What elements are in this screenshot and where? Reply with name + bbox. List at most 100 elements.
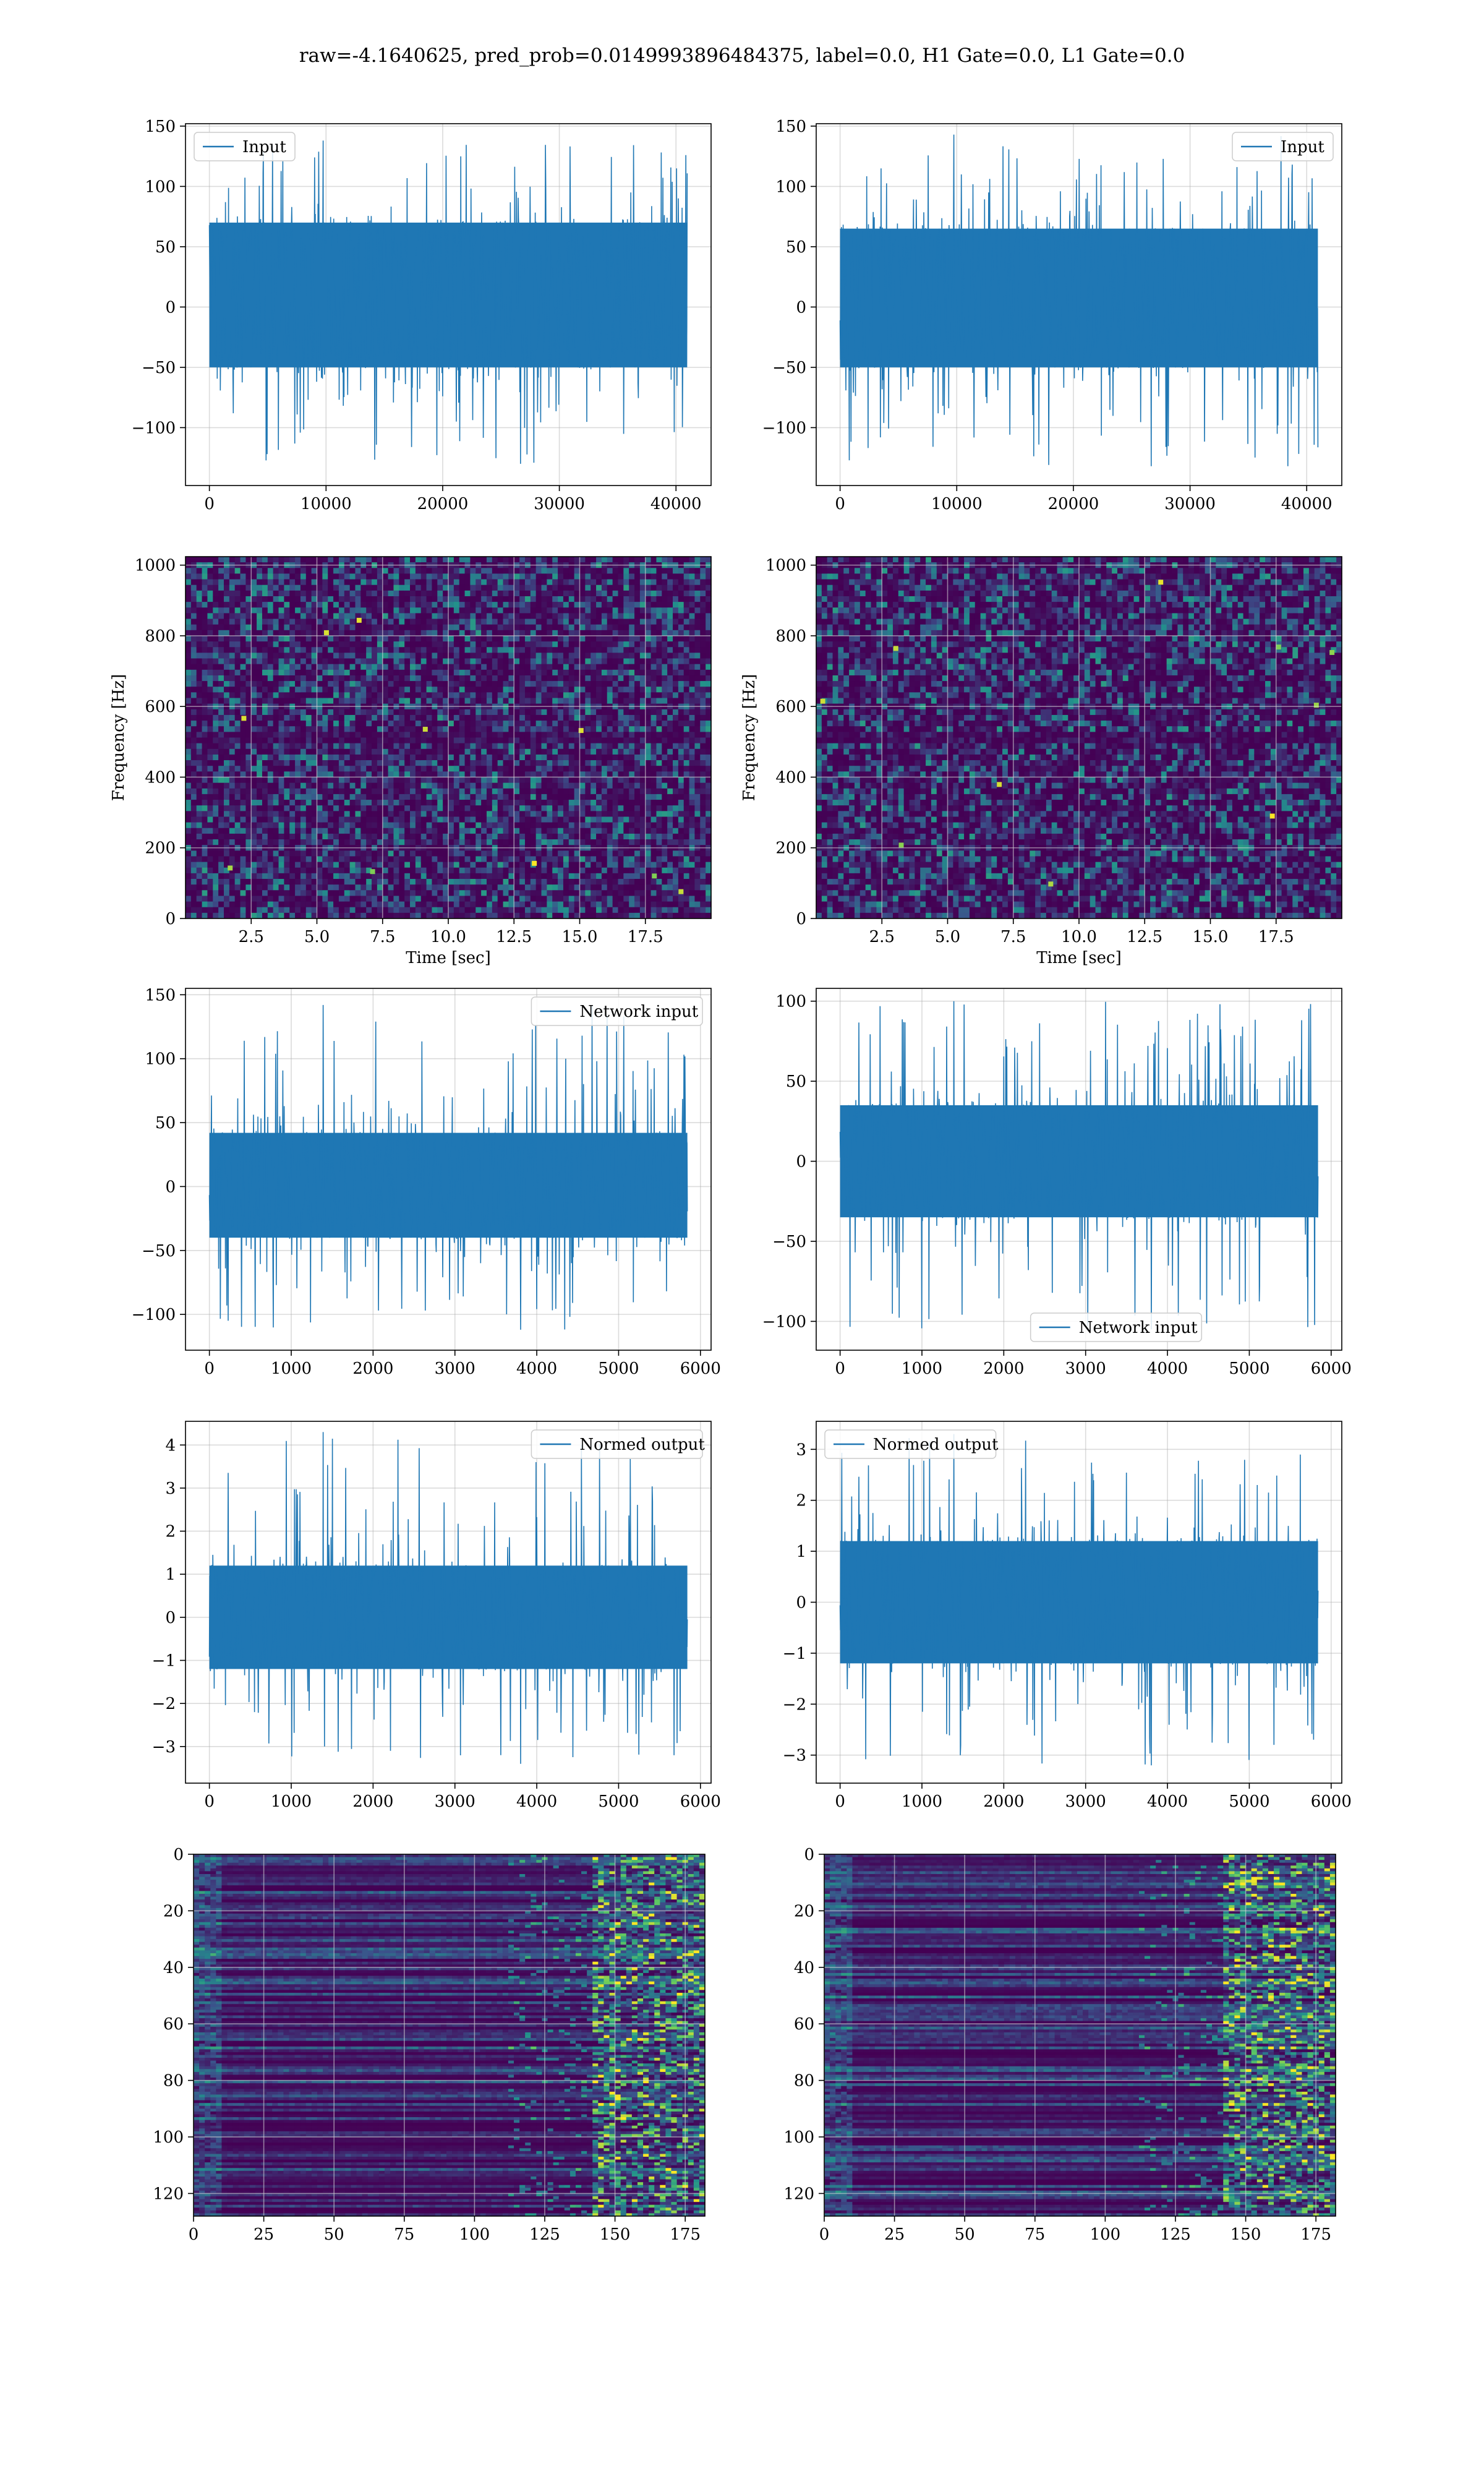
- heatmap-cell: [289, 867, 296, 874]
- heatmap-cell: [568, 788, 575, 795]
- heatmap-cell: [514, 641, 520, 648]
- heatmap-cell: [245, 658, 252, 665]
- heatmap-cell: [218, 748, 224, 755]
- heatmap-cell: [404, 675, 411, 682]
- heatmap-cell: [541, 754, 547, 761]
- heatmap-cell: [202, 839, 208, 845]
- heatmap-cell: [470, 602, 476, 608]
- heatmap-cell: [432, 584, 438, 591]
- heatmap-cell: [437, 907, 443, 914]
- heatmap-cell: [333, 635, 339, 642]
- heatmap-cell: [492, 862, 498, 868]
- heatmap-cell: [497, 709, 504, 716]
- heatmap-cell: [273, 653, 279, 659]
- heatmap-cell: [322, 822, 328, 829]
- heatmap-cell: [344, 833, 351, 840]
- heatmap-cell: [432, 833, 438, 840]
- heatmap-cell: [415, 584, 422, 591]
- heatmap-cell: [207, 805, 213, 811]
- heatmap-cell: [207, 777, 213, 784]
- heatmap-cell: [223, 596, 230, 602]
- heatmap-cell: [591, 907, 597, 914]
- heatmap-cell: [574, 907, 581, 914]
- heatmap-cell: [202, 669, 208, 676]
- heatmap-cell: [267, 641, 274, 648]
- heatmap-cell: [186, 698, 192, 704]
- heatmap-cell: [377, 879, 383, 885]
- heatmap-cell: [596, 732, 602, 738]
- heatmap-cell: [267, 664, 274, 670]
- heatmap-cell: [284, 771, 290, 778]
- heatmap-cell: [547, 867, 553, 874]
- heatmap-cell: [234, 800, 241, 806]
- heatmap-cell: [311, 856, 318, 863]
- heatmap-cell: [284, 907, 290, 914]
- heatmap-cell: [475, 613, 482, 620]
- heatmap-cell: [202, 613, 208, 620]
- heatmap-cell: [300, 901, 307, 908]
- heatmap-cell: [355, 822, 361, 829]
- heatmap-cell: [190, 675, 197, 682]
- heatmap-cell: [470, 737, 476, 744]
- heatmap-cell: [492, 732, 498, 738]
- heatmap-cell: [601, 653, 608, 659]
- heatmap-cell: [514, 584, 520, 591]
- heatmap-cell: [420, 737, 427, 744]
- heatmap-cell: [393, 568, 399, 575]
- heatmap-cell: [404, 811, 411, 818]
- heatmap-cell: [388, 726, 394, 732]
- heatmap-cell: [223, 732, 230, 738]
- heatmap-cell: [273, 873, 279, 880]
- heatmap-cell: [530, 743, 537, 750]
- heatmap-cell: [497, 664, 504, 670]
- heatmap-cell: [333, 828, 339, 834]
- heatmap-cell: [420, 782, 427, 789]
- heatmap-cell: [262, 867, 268, 874]
- heatmap-cell: [579, 856, 586, 863]
- heatmap-cell: [284, 743, 290, 750]
- heatmap-cell: [541, 681, 547, 687]
- heatmap-cell: [399, 794, 405, 800]
- heatmap-cell: [267, 743, 274, 750]
- heatmap-cell: [503, 805, 509, 811]
- heatmap-cell: [262, 907, 268, 914]
- heatmap-cell: [190, 579, 197, 586]
- heatmap-cell: [360, 884, 367, 891]
- heatmap-cell: [415, 839, 422, 845]
- heatmap-cell: [218, 732, 224, 738]
- heatmap-cell: [295, 743, 301, 750]
- heatmap-cell: [366, 782, 372, 789]
- heatmap-cell: [399, 907, 405, 914]
- heatmap-cell: [213, 624, 219, 631]
- heatmap-cell: [202, 568, 208, 575]
- heatmap-cell: [229, 805, 236, 811]
- heatmap-cell: [295, 771, 301, 778]
- heatmap-cell: [273, 709, 279, 716]
- heatmap-cell: [541, 568, 547, 575]
- heatmap-cell: [289, 794, 296, 800]
- heatmap-cell: [333, 794, 339, 800]
- heatmap-cell: [481, 856, 487, 863]
- heatmap-cell: [349, 777, 356, 784]
- heatmap-cell: [251, 602, 257, 608]
- heatmap-cell: [552, 658, 558, 665]
- heatmap-cell: [295, 721, 301, 727]
- heatmap-cell: [432, 641, 438, 648]
- heatmap-cell: [448, 630, 454, 636]
- heatmap-cell: [366, 698, 372, 704]
- heatmap-cell: [333, 579, 339, 586]
- heatmap-cell: [273, 596, 279, 602]
- heatmap-cell: [432, 596, 438, 602]
- heatmap-cell: [234, 811, 241, 818]
- heatmap-cell: [213, 607, 219, 614]
- heatmap-cell: [563, 748, 569, 755]
- heatmap-cell: [382, 579, 389, 586]
- heatmap-cell: [541, 641, 547, 648]
- heatmap-cell: [426, 862, 433, 868]
- heatmap-cell: [563, 732, 569, 738]
- heatmap-cell: [547, 794, 553, 800]
- heatmap-cell: [547, 568, 553, 575]
- heatmap-cell: [497, 907, 504, 914]
- heatmap-cell: [426, 618, 433, 625]
- heatmap-cell: [245, 879, 252, 885]
